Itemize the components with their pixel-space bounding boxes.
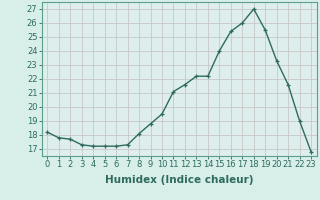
X-axis label: Humidex (Indice chaleur): Humidex (Indice chaleur) xyxy=(105,175,253,185)
